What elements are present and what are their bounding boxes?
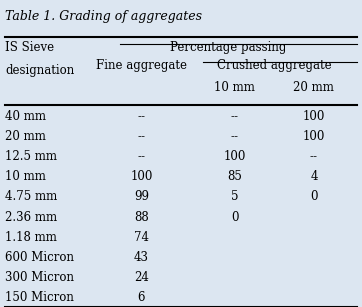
Text: --: -- bbox=[138, 150, 146, 163]
Text: --: -- bbox=[231, 110, 239, 123]
Text: IS Sieve: IS Sieve bbox=[5, 41, 54, 54]
Text: Fine aggregate: Fine aggregate bbox=[96, 59, 187, 72]
Text: 43: 43 bbox=[134, 251, 149, 264]
Text: 1.18 mm: 1.18 mm bbox=[5, 231, 57, 244]
Text: 12.5 mm: 12.5 mm bbox=[5, 150, 57, 163]
Text: 100: 100 bbox=[130, 170, 153, 183]
Text: Crushed aggregate: Crushed aggregate bbox=[217, 59, 332, 72]
Text: 10 mm: 10 mm bbox=[214, 81, 255, 95]
Text: 99: 99 bbox=[134, 190, 149, 203]
Text: 24: 24 bbox=[134, 271, 149, 284]
Text: 20 mm: 20 mm bbox=[5, 130, 46, 143]
Text: 300 Micron: 300 Micron bbox=[5, 271, 74, 284]
Text: 10 mm: 10 mm bbox=[5, 170, 46, 183]
Text: 74: 74 bbox=[134, 231, 149, 244]
Text: 4: 4 bbox=[310, 170, 318, 183]
Text: 0: 0 bbox=[231, 211, 239, 223]
Text: 4.75 mm: 4.75 mm bbox=[5, 190, 57, 203]
Text: --: -- bbox=[138, 130, 146, 143]
Text: 100: 100 bbox=[303, 110, 325, 123]
Text: 100: 100 bbox=[303, 130, 325, 143]
Text: 0: 0 bbox=[310, 190, 318, 203]
Text: 600 Micron: 600 Micron bbox=[5, 251, 74, 264]
Text: --: -- bbox=[231, 130, 239, 143]
Text: 150 Micron: 150 Micron bbox=[5, 291, 74, 304]
Text: --: -- bbox=[138, 110, 146, 123]
Text: 20 mm: 20 mm bbox=[294, 81, 334, 95]
Text: --: -- bbox=[310, 150, 318, 163]
Text: 100: 100 bbox=[224, 150, 246, 163]
Text: Percentage passing: Percentage passing bbox=[169, 41, 286, 54]
Text: 2.36 mm: 2.36 mm bbox=[5, 211, 57, 223]
Text: 6: 6 bbox=[138, 291, 145, 304]
Text: 85: 85 bbox=[227, 170, 242, 183]
Text: Table 1. Grading of aggregates: Table 1. Grading of aggregates bbox=[5, 10, 202, 23]
Text: 40 mm: 40 mm bbox=[5, 110, 46, 123]
Text: 88: 88 bbox=[134, 211, 149, 223]
Text: 5: 5 bbox=[231, 190, 239, 203]
Text: designation: designation bbox=[5, 64, 74, 77]
